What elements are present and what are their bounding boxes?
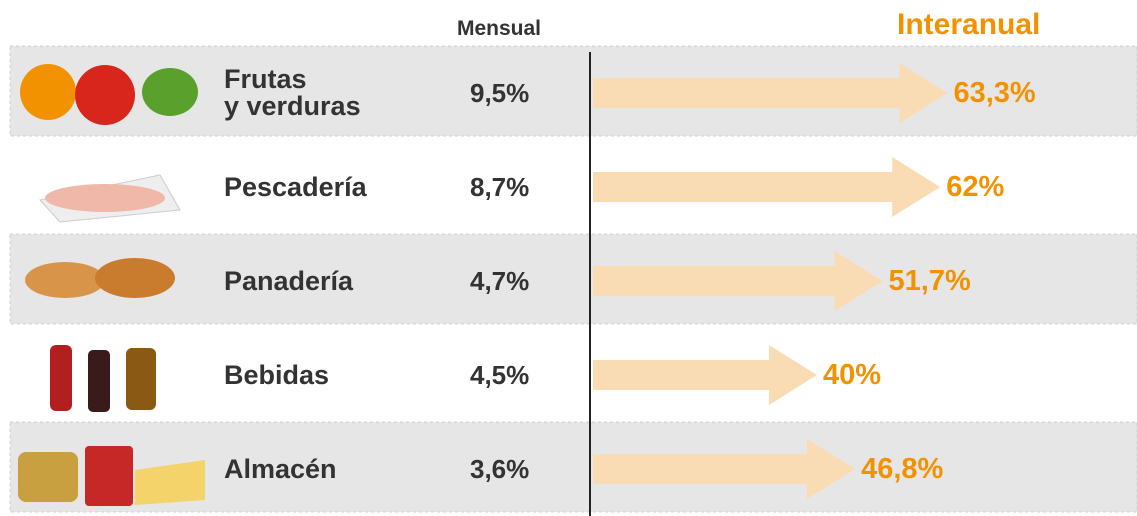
category-label: Panadería <box>224 268 353 295</box>
arrow <box>593 345 817 405</box>
column-header: Mensual <box>457 18 541 39</box>
interannual-value: 40% <box>823 361 881 390</box>
interannual-value: 46,8% <box>861 455 943 484</box>
monthly-value: 9,5% <box>470 80 529 106</box>
infographic: Mensual Interanual Frutas y verduras 9,5%… <box>0 0 1137 516</box>
arrow <box>593 157 940 217</box>
category-label: Bebidas <box>224 362 329 389</box>
category-label: Almacén <box>224 456 337 483</box>
category-label: Frutas y verduras <box>224 66 361 120</box>
column-header: Interanual <box>897 10 1040 40</box>
category-label: Pescadería <box>224 174 367 201</box>
monthly-value: 4,7% <box>470 268 529 294</box>
interannual-value: 63,3% <box>953 79 1035 108</box>
interannual-value: 62% <box>946 173 1004 202</box>
monthly-value: 4,5% <box>470 362 529 388</box>
interannual-value: 51,7% <box>889 267 971 296</box>
monthly-value: 8,7% <box>470 174 529 200</box>
monthly-value: 3,6% <box>470 456 529 482</box>
